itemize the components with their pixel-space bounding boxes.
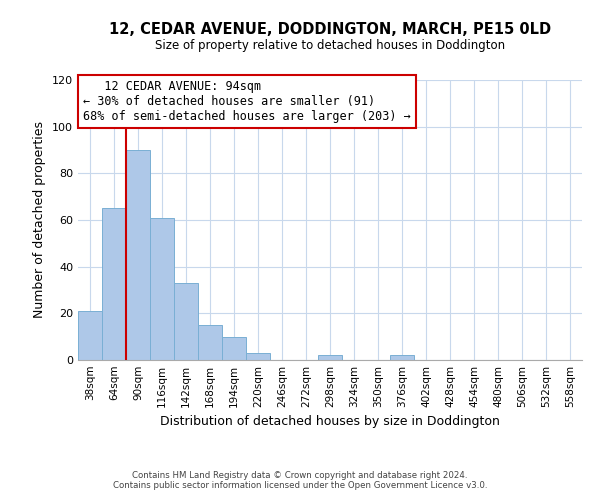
Y-axis label: Number of detached properties: Number of detached properties bbox=[34, 122, 46, 318]
Bar bbox=[150, 218, 174, 360]
Bar bbox=[78, 311, 102, 360]
X-axis label: Distribution of detached houses by size in Doddington: Distribution of detached houses by size … bbox=[160, 416, 500, 428]
Text: Contains HM Land Registry data © Crown copyright and database right 2024.
Contai: Contains HM Land Registry data © Crown c… bbox=[113, 470, 487, 490]
Bar bbox=[198, 325, 222, 360]
Text: 12, CEDAR AVENUE, DODDINGTON, MARCH, PE15 0LD: 12, CEDAR AVENUE, DODDINGTON, MARCH, PE1… bbox=[109, 22, 551, 38]
Text: 12 CEDAR AVENUE: 94sqm
← 30% of detached houses are smaller (91)
68% of semi-det: 12 CEDAR AVENUE: 94sqm ← 30% of detached… bbox=[83, 80, 411, 123]
Text: Size of property relative to detached houses in Doddington: Size of property relative to detached ho… bbox=[155, 39, 505, 52]
Bar bbox=[246, 353, 270, 360]
Bar bbox=[318, 356, 342, 360]
Bar bbox=[102, 208, 126, 360]
Bar bbox=[222, 336, 246, 360]
Bar bbox=[174, 283, 198, 360]
Bar bbox=[126, 150, 150, 360]
Bar bbox=[390, 356, 414, 360]
